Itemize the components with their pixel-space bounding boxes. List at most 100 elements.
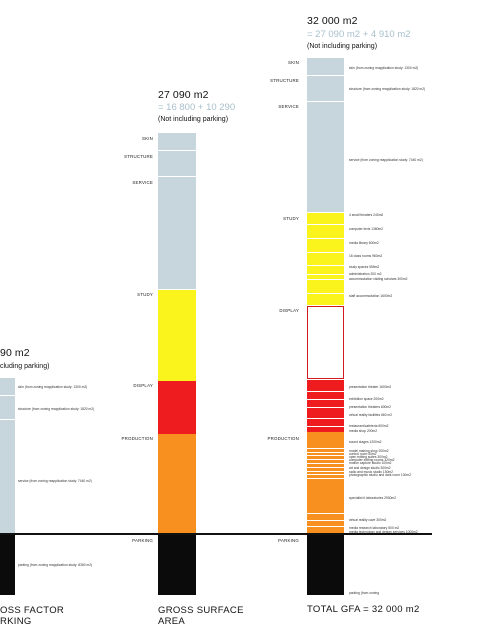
col2-display-segment (158, 381, 196, 434)
col1-structure-segment (0, 396, 15, 420)
col2-production-segment (158, 434, 196, 533)
col3-annotation-display-1: exhibition space 200m2 (349, 397, 384, 401)
col2-bar (158, 133, 196, 533)
col3-study-accommodation (307, 280, 344, 294)
col2-label-service: SERVICE (132, 180, 153, 185)
col3-display-media-shop (307, 427, 344, 432)
col2-service-segment (158, 177, 196, 290)
col3-production-art-design (307, 468, 344, 472)
col3-annotation-production-5: motion capture studio 100m2 (349, 461, 392, 465)
col2-label-parking: PARKING (132, 538, 153, 543)
col3-structure-segment (307, 76, 344, 102)
col2-sum: = 16 800 + 10 290 (158, 102, 236, 113)
col3-annotation-structure: structure (from zoning reapplication stu… (349, 87, 426, 91)
col3-study-administration (307, 275, 344, 280)
col2-label-skin: SKIN (141, 136, 153, 141)
col3-production-radio-music (307, 472, 344, 475)
col3-label-skin: SKIN (287, 60, 299, 65)
col3-annotation-skin: skin (from zoning reapplication study: 1… (349, 66, 419, 70)
col3-display-exhibition (307, 392, 344, 400)
col3-label-display: DISPLAY (279, 308, 299, 313)
col3-display-virtual-reality (307, 408, 344, 419)
col3-display-presentation-theater (307, 380, 344, 392)
col2-caption-line1: GROSS SURFACE (158, 605, 244, 616)
col3-note: (Not including parking) (307, 43, 378, 50)
col1-parking-bar (0, 535, 15, 595)
col1-caption-line1: OSS FACTOR (0, 605, 65, 616)
col3-production-vr-cave (307, 514, 344, 521)
col3-label-service: SERVICE (278, 104, 299, 109)
col1-skin-segment (0, 378, 15, 396)
col2-heading: 27 090 m2 (158, 89, 209, 101)
col3-label-parking: PARKING (278, 538, 299, 543)
col2-label-study: STUDY (137, 292, 153, 297)
col3-annotation-production-3: open editing suites 300m2 (349, 455, 388, 459)
col3-annotation-display-5: media shop 200m2 (349, 429, 378, 433)
col2-label-production: PRODUCTION (121, 436, 153, 441)
col2-parking-bar (158, 535, 196, 595)
col3-annotation-production-10: virtual reality cave 300m2 (349, 518, 387, 522)
col3-annotation-service: service (from zoning reapplication study… (349, 158, 423, 162)
col1-caption: OSS FACTOR RKING (0, 605, 64, 627)
col1-annotation-parking: parking (from zoning reapplication study… (18, 563, 93, 567)
col2-note: (Not including parking) (158, 116, 229, 123)
col3-service-segment (307, 102, 344, 213)
col2-caption-line2: AREA (158, 616, 186, 627)
col2-study-segment (158, 290, 196, 381)
col3-heading: 32 000 m2 (307, 15, 358, 27)
col3-study-computer-lexis (307, 225, 344, 239)
col1-annotation-structure: structure (from zoning reapplication stu… (18, 407, 95, 411)
col3-annotation-display-4: restaurant/cafeteria 600m2 (349, 424, 389, 428)
col3-annotation-display-2: presentation theaters 600m2 (349, 405, 391, 409)
col3-production-open-editing (307, 456, 344, 460)
col3-annotation-display-0: presentation theater 1600m2 (349, 385, 392, 389)
col3-annotation-production-11: media research laboratory 500 m2 (349, 526, 400, 530)
col3-production-media-research (307, 521, 344, 527)
col3-display-restaurant (307, 419, 344, 427)
col3-annotation-study-7: staff accommodation 1600m2 (349, 294, 393, 298)
col2-structure-segment (158, 151, 196, 177)
col3-production-photographic (307, 475, 344, 479)
col3-annotation-production-12: media technology and design services 100… (349, 530, 418, 534)
col3-study-staff (307, 294, 344, 305)
col3-annotation-parking: parking (from zoning (349, 591, 380, 595)
col1-annotation-service: service (from zoning reapplication study… (18, 479, 92, 483)
col3-annotation-study-3: 16 class rooms 960m2 (349, 254, 383, 258)
col3-study-class-rooms (307, 253, 344, 266)
col3-annotation-study-5: administration 200 m2 (349, 272, 382, 276)
col3-study-small-theaters (307, 213, 344, 225)
col3-study-spaces (307, 266, 344, 275)
col3-bar (307, 58, 344, 533)
col3-study-media-library (307, 239, 344, 253)
col3-annotation-display-3: virtual reality facilities 660 m2 (349, 413, 393, 417)
col2-caption: GROSS SURFACE AREA (158, 605, 244, 627)
col3-display-presentation-theaters (307, 400, 344, 408)
col3-annotation-study-1: computer lexis 1360m2 (349, 227, 384, 231)
col3-production-it-labs (307, 479, 344, 514)
col3-production-media-technology (307, 527, 344, 533)
col3-annotation-production-0: sound stages 1200m2 (349, 440, 382, 444)
col2-label-structure: STRUCTURE (124, 154, 153, 159)
col3-production-computer-editing (307, 460, 344, 464)
ground-line (0, 533, 432, 535)
col3-annotation-study-2: media library 600m2 (349, 241, 379, 245)
col3-production-sound-stages (307, 432, 344, 449)
col3-production-control-room (307, 453, 344, 456)
col1-caption-line2: RKING (0, 616, 32, 627)
col2-skin-segment (158, 133, 196, 151)
col3-production-motion-capture (307, 464, 344, 468)
col1-annotation-skin: skin (from zoning reapplication study: 1… (18, 385, 88, 389)
col3-sum: = 27 090 m2 + 4 910 m2 (307, 29, 411, 40)
col3-annotation-production-9: specialist it laboratories 2900m2 (349, 496, 397, 500)
col3-parking-bar (307, 535, 344, 595)
col3-annotation-production-6: art and design studio 300m2 (349, 466, 391, 470)
col3-annotation-production-4: computer editing rooms 320m2 (349, 458, 395, 462)
col3-skin-segment (307, 58, 344, 76)
col1-bar (0, 378, 15, 533)
col3-annotation-study-6: accommodation visiting scholars 300m2 (349, 277, 408, 281)
col3-display-extension (307, 306, 344, 379)
col3-annotation-study-4: study spaces 555m2 (349, 265, 380, 269)
col3-annotation-production-8: photographic studio and dark room 100m2 (349, 473, 411, 477)
col3-annotation-production-2: control room 50m2 (349, 452, 377, 456)
col3-label-study: STUDY (283, 216, 299, 221)
